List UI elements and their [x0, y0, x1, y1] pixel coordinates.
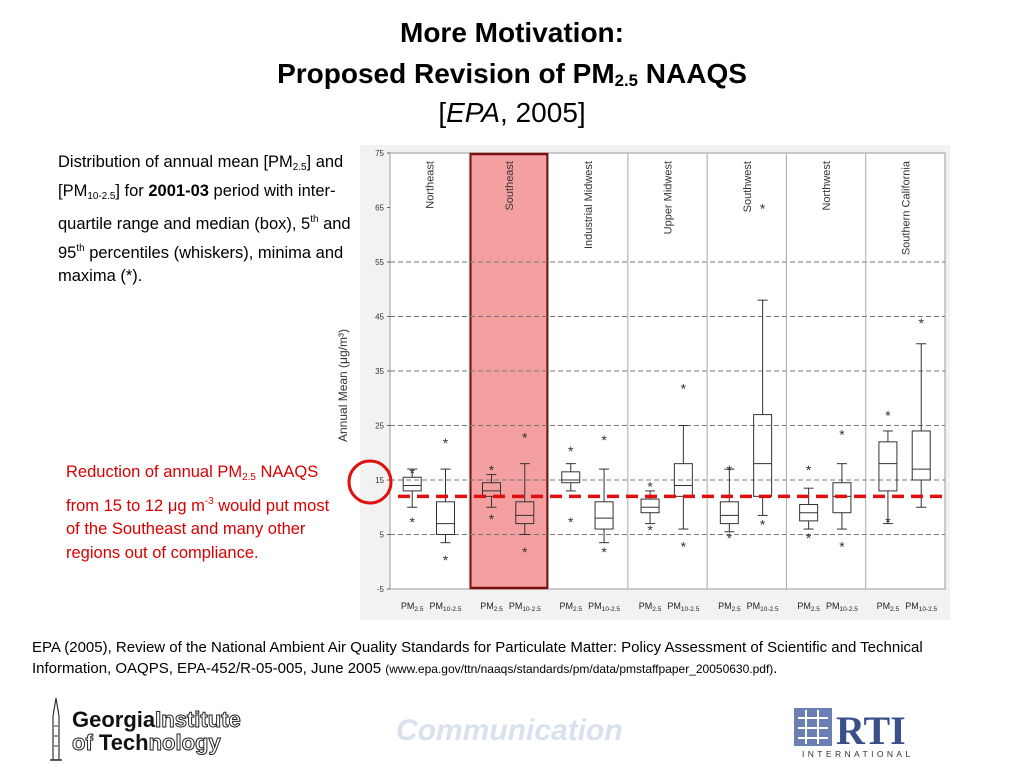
- title-pm-subscript: 2.5: [614, 71, 639, 90]
- gt-tower-icon: [50, 697, 62, 761]
- pm25-extreme-marker: *: [647, 522, 653, 538]
- region-label: Southwest: [742, 161, 754, 212]
- pm10-25-extreme-marker: *: [522, 544, 528, 560]
- x-tick-label: PM10-2.5: [430, 601, 462, 613]
- y-tick-label: 55: [375, 258, 384, 267]
- pm25-box: [402, 476, 422, 492]
- pm25-extreme-marker: *: [885, 408, 891, 424]
- citation-year: , 2005]: [500, 97, 586, 128]
- x-tick-label: PM10-2.5: [905, 601, 937, 613]
- reference-citation: EPA (2005), Review of the National Ambie…: [32, 639, 923, 677]
- pm25-box: [719, 501, 739, 525]
- slide-title-line2: Proposed Revision of PM2.5 NAAQS: [0, 57, 1024, 97]
- pm25-extreme-marker: *: [727, 530, 733, 546]
- georgia-tech-logo: GeorgiaInstitute of Technology: [72, 707, 242, 755]
- pm10-25-extreme-marker: *: [839, 427, 845, 443]
- slide-title-line1: More Motivation:: [400, 17, 624, 48]
- communication-watermark: Communication: [396, 714, 623, 747]
- title-pm-text: Proposed Revision of PM: [277, 58, 615, 89]
- x-tick-label: PM2.5: [480, 601, 503, 613]
- pm10-25-extreme-marker: *: [681, 538, 687, 554]
- x-tick-label: PM2.5: [639, 601, 662, 613]
- pm25-extreme-marker: *: [647, 478, 653, 494]
- highlight-circle: [347, 459, 393, 505]
- pm10-25-extreme-marker: *: [839, 538, 845, 554]
- pm25-extreme-marker: *: [568, 514, 574, 530]
- x-tick-label: PM2.5: [559, 601, 582, 613]
- svg-text:RTI: RTI: [836, 708, 906, 750]
- y-tick-label: 65: [375, 204, 384, 213]
- pm25-extreme-marker: *: [409, 465, 415, 481]
- citation-bracket: [: [438, 97, 447, 128]
- region-label: Northwest: [821, 161, 833, 211]
- y-tick-label: 75: [375, 149, 384, 158]
- callout-text: Reduction of annual PM2.5 NAAQS from 15 …: [66, 463, 330, 562]
- region-label: Industrial Midwest: [583, 161, 595, 249]
- pm25-box: [878, 441, 898, 492]
- slide-title-citation: [EPA, 2005]: [0, 96, 1024, 129]
- pm10-25-box: [436, 501, 455, 535]
- x-tick-label: PM10-2.5: [588, 601, 620, 613]
- pm10-25-extreme-marker: *: [443, 435, 449, 451]
- x-tick-label: PM10-2.5: [509, 601, 541, 613]
- y-tick-label: 45: [375, 313, 384, 322]
- region-label: Southern California: [900, 160, 912, 255]
- pm10-25-extreme-marker: *: [760, 517, 766, 533]
- x-tick-label: PM2.5: [797, 601, 820, 613]
- pm25-extreme-marker: *: [727, 462, 733, 478]
- pm25-extreme-marker: *: [568, 443, 574, 459]
- pm10-25-box: [832, 482, 852, 514]
- y-axis-label: Annual Mean (μg/m³): [336, 329, 350, 442]
- pm10-25-extreme-marker: *: [918, 315, 924, 331]
- y-tick-label: 25: [375, 422, 384, 431]
- pm10-25-box: [911, 430, 931, 481]
- rti-international-label: INTERNATIONAL: [802, 749, 914, 759]
- region-label: Northeast: [425, 161, 437, 209]
- pm25-box: [481, 482, 501, 497]
- pm25-box: [640, 498, 660, 514]
- pm10-25-extreme-marker: *: [522, 429, 528, 445]
- y-tick-label: 35: [375, 367, 384, 376]
- y-tick-label: 5: [380, 531, 385, 540]
- pm10-25-extreme-marker: *: [443, 552, 449, 568]
- pm25-extreme-marker: *: [489, 462, 495, 478]
- chart-description: Distribution of annual mean [PM2.5] and …: [58, 153, 351, 285]
- y-tick-label: 15: [375, 476, 384, 485]
- pm25-extreme-marker: *: [885, 514, 891, 530]
- pm10-25-box: [594, 501, 614, 530]
- x-tick-label: PM2.5: [401, 601, 424, 613]
- pm10-25-box: [515, 501, 535, 525]
- x-tick-label: PM10-2.5: [826, 601, 858, 613]
- citation-author: EPA: [446, 97, 501, 128]
- x-tick-label: PM2.5: [877, 601, 900, 613]
- region-label: Upper Midwest: [663, 161, 675, 234]
- pm10-25-extreme-marker: *: [601, 544, 607, 560]
- x-tick-label: PM2.5: [718, 601, 741, 613]
- pm10-25-extreme-marker: *: [760, 201, 766, 217]
- pm25-box: [561, 471, 581, 484]
- pm25-extreme-marker: *: [806, 462, 812, 478]
- box-plot-chart: -5 5 15 25 35 45 55 65 75 * * * * Northeast PM2.5 PM10-…: [360, 145, 950, 620]
- pm25-extreme-marker: *: [806, 530, 812, 546]
- y-tick-label: -5: [377, 585, 385, 594]
- x-tick-label: PM10-2.5: [747, 601, 779, 613]
- region-label: Southeast: [504, 161, 516, 211]
- pm25-extreme-marker: *: [409, 514, 415, 530]
- rti-logo: RTI: [794, 708, 906, 750]
- x-tick-label: PM10-2.5: [667, 601, 699, 613]
- pm10-25-extreme-marker: *: [601, 432, 607, 448]
- pm25-extreme-marker: *: [489, 511, 495, 527]
- title-naaqs-text: NAAQS: [638, 58, 747, 89]
- pm10-25-extreme-marker: *: [681, 380, 687, 396]
